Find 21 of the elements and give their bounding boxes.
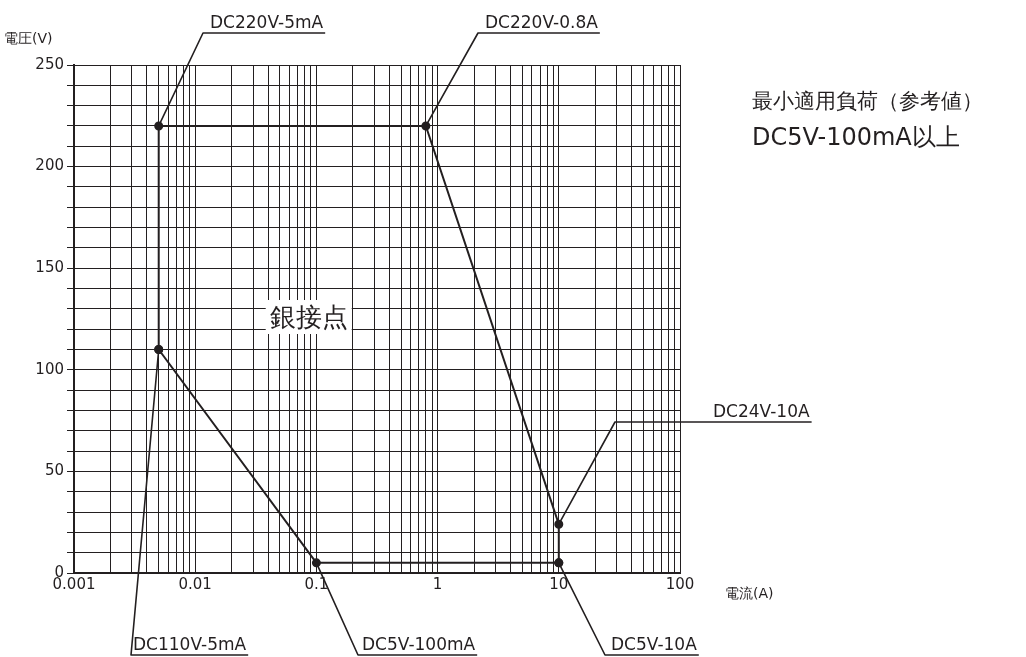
x-tick-label: 0.1 [304,574,329,593]
y-tick-label: 100 [35,359,64,378]
x-tick-label: 1 [432,574,443,593]
y-axis-title: 電圧(V) [4,30,53,46]
annotation: DC220V-0.8A [485,12,599,32]
y-tick-label: 200 [35,156,64,175]
text: DC5V-100mA以上 [752,123,960,151]
text: 最小適用負荷（参考値） [752,89,983,113]
y-tick-label: 150 [35,258,64,277]
x-tick-label: 10 [549,574,569,593]
y-tick-label: 50 [44,461,64,480]
annotation: DC5V-10A [611,634,698,654]
x-tick-label: 100 [665,574,695,593]
y-tick-label: 250 [35,54,64,73]
annotation: DC5V-100mA [362,634,476,654]
annotation: DC220V-5mA [210,12,324,32]
annotation: DC110V-5mA [133,634,247,654]
annotation: DC24V-10A [713,401,810,421]
text: 銀接点 [269,301,348,332]
x-tick-label: 0.01 [178,574,212,593]
x-axis-title: 電流(A) [725,585,774,601]
